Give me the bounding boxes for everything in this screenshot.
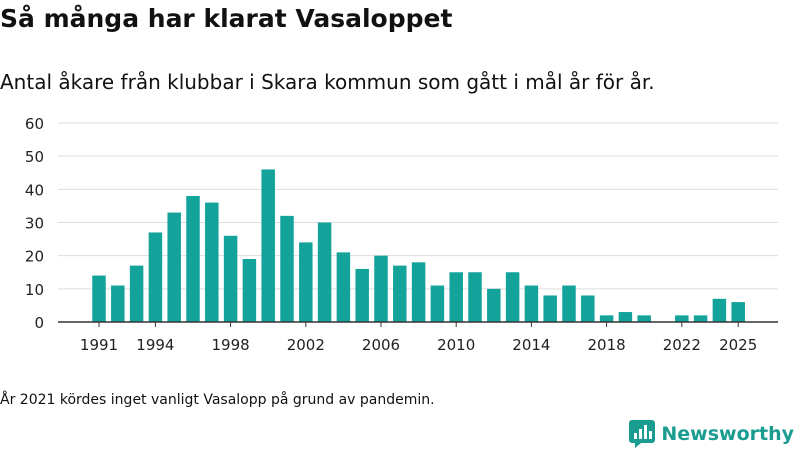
bar [618, 312, 633, 322]
y-tick-label: 40 [25, 181, 44, 199]
x-tick-label: 2010 [437, 336, 475, 354]
bar [487, 288, 501, 322]
bar [167, 212, 181, 322]
x-tick-label: 1991 [80, 336, 118, 354]
bar [505, 272, 520, 322]
x-tick-label: 2025 [719, 336, 757, 354]
bar [92, 275, 106, 322]
bar [317, 222, 332, 322]
x-tick-label: 2002 [287, 336, 325, 354]
bar [223, 235, 238, 322]
y-tick-label: 20 [25, 248, 44, 266]
y-tick-label: 10 [25, 281, 44, 299]
bar [693, 315, 708, 322]
newsworthy-logo-icon [629, 420, 656, 448]
brand-name: Newsworthy [661, 423, 794, 445]
bar [261, 169, 275, 322]
bar [581, 295, 595, 322]
bar [637, 315, 651, 322]
x-tick-label: 1994 [136, 336, 174, 354]
bar [355, 268, 369, 322]
x-tick-label: 2014 [512, 336, 550, 354]
bar [280, 215, 294, 322]
bar [430, 285, 445, 322]
bar [449, 272, 463, 322]
bar [205, 202, 219, 322]
bar [468, 272, 482, 322]
bar [242, 258, 257, 322]
bar [374, 255, 388, 322]
bar [562, 285, 576, 322]
chart-subtitle: Antal åkare från klubbar i Skara kommun … [0, 70, 655, 94]
y-tick-label: 30 [25, 215, 44, 233]
bar [111, 285, 125, 322]
bar [543, 295, 557, 322]
bar [186, 195, 200, 322]
y-tick-label: 60 [25, 115, 44, 133]
bar [524, 285, 539, 322]
y-tick-label: 50 [25, 148, 44, 166]
x-tick-label: 1998 [212, 336, 250, 354]
y-tick-label: 0 [34, 314, 44, 332]
bar [148, 232, 163, 322]
x-tick-label: 2006 [362, 336, 400, 354]
bar [411, 262, 426, 322]
brand-logo: Newsworthy [629, 420, 794, 448]
x-tick-label: 2018 [588, 336, 626, 354]
chart-title: Så många har klarat Vasaloppet [0, 4, 453, 33]
bar [599, 315, 614, 322]
bar [129, 265, 144, 322]
footnote: År 2021 kördes inget vanligt Vasalopp på… [0, 392, 435, 408]
bar [299, 242, 313, 322]
bar [336, 252, 351, 322]
bar [712, 298, 727, 322]
bar [393, 265, 407, 322]
bar-chart: 0 10 20 30 40 50 60 1991 1994 1998 2002 2006 2010 201… [25, 115, 778, 354]
bar [731, 302, 745, 322]
bar [675, 315, 689, 322]
x-tick-label: 2022 [663, 336, 701, 354]
